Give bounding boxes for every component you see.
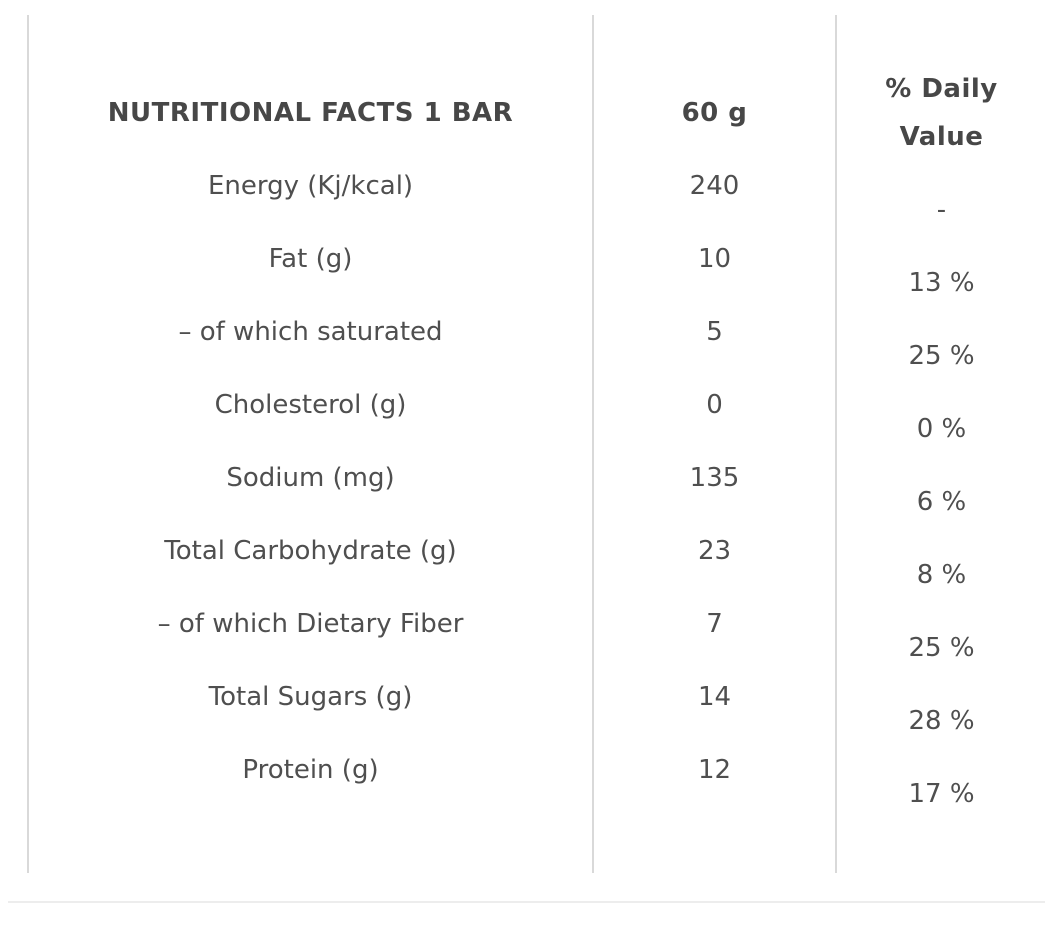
row-daily-value-dietary-fiber: 25 % [908, 633, 975, 663]
row-amount-cholesterol: 0 [706, 390, 723, 420]
table-title: NUTRITIONAL FACTS 1 BAR [107, 98, 514, 128]
row-amount-dietary-fiber: 7 [706, 609, 723, 639]
row-label-cholesterol: Cholesterol (g) [214, 390, 407, 420]
row-daily-value-total-sugars: 28 % [908, 706, 975, 736]
row-label-total-sugars: Total Sugars (g) [208, 682, 413, 712]
bottom-divider-rule [8, 901, 1045, 903]
row-daily-value-protein: 17 % [908, 779, 975, 809]
row-amount-fat: 10 [697, 244, 732, 274]
row-label-dietary-fiber: – of which Dietary Fiber [157, 609, 464, 639]
row-daily-value-sodium: 6 % [916, 487, 967, 517]
row-label-carbohydrate: Total Carbohydrate (g) [164, 536, 457, 566]
row-amount-carbohydrate: 23 [697, 536, 732, 566]
row-label-fat: Fat (g) [268, 244, 353, 274]
row-daily-value-cholesterol: 0 % [916, 414, 967, 444]
row-label-sodium: Sodium (mg) [226, 463, 395, 493]
column-nutrient-labels: NUTRITIONAL FACTS 1 BAR Energy (Kj/kcal)… [27, 15, 592, 873]
row-amount-sodium: 135 [689, 463, 740, 493]
row-daily-value-carbohydrate: 8 % [916, 560, 967, 590]
column-amounts-per-bar: 60 g 240 10 5 0 135 23 7 14 12 [592, 15, 835, 873]
daily-value-column-header: % Daily Value [885, 74, 998, 152]
row-label-saturated: – of which saturated [178, 317, 443, 347]
row-amount-saturated: 5 [706, 317, 723, 347]
row-label-energy: Energy (Kj/kcal) [207, 171, 414, 201]
row-amount-protein: 12 [697, 755, 732, 785]
row-amount-total-sugars: 14 [697, 682, 732, 712]
column-daily-value: % Daily Value - 13 % 25 % 0 % 6 % 8 % 25… [835, 15, 1046, 873]
row-daily-value-energy: - [936, 195, 947, 225]
row-daily-value-saturated: 25 % [908, 341, 975, 371]
row-daily-value-fat: 13 % [908, 268, 975, 298]
nutrition-facts-table: NUTRITIONAL FACTS 1 BAR Energy (Kj/kcal)… [27, 15, 1046, 873]
row-amount-energy: 240 [689, 171, 740, 201]
row-label-protein: Protein (g) [242, 755, 379, 785]
amount-column-header: 60 g [681, 98, 748, 128]
